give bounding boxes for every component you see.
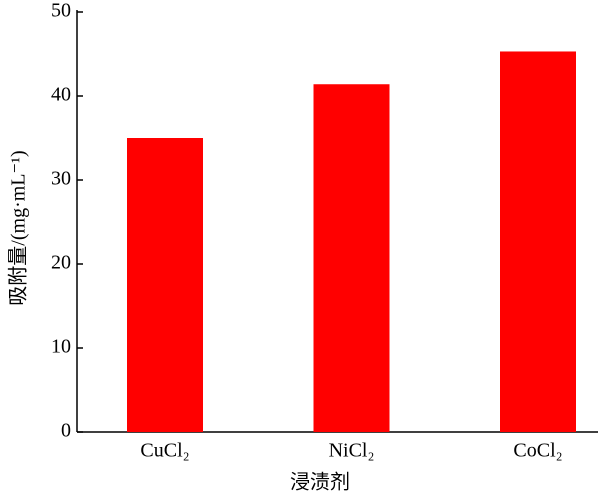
bar xyxy=(127,138,203,432)
y-tick-label: 40 xyxy=(51,84,71,106)
bar xyxy=(500,51,576,432)
y-tick-label: 30 xyxy=(51,168,71,190)
y-axis-label: 吸附量/(mg·mL⁻¹) xyxy=(7,150,30,305)
x-tick-label: NiCl₂ xyxy=(329,440,375,462)
x-tick-label: CoCl₂ xyxy=(513,440,562,462)
x-tick-label: CuCl₂ xyxy=(140,440,189,462)
y-tick-label: 50 xyxy=(51,0,71,22)
y-tick-label: 20 xyxy=(51,252,71,274)
y-tick-label: 0 xyxy=(61,420,71,442)
bar xyxy=(313,84,390,433)
y-tick-label: 10 xyxy=(51,336,71,358)
x-axis-label: 浸渍剂 xyxy=(290,471,350,494)
